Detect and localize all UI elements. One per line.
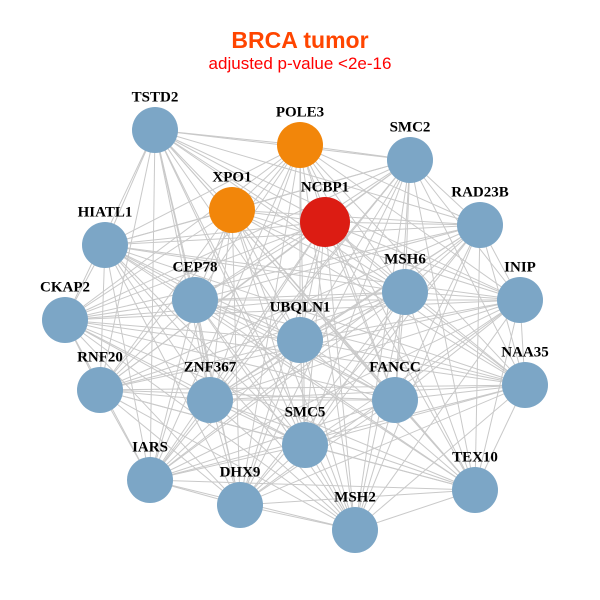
gene-node-fancc[interactable] <box>372 377 418 423</box>
graph-edge <box>240 490 475 505</box>
gene-node-hiatl1[interactable] <box>82 222 128 268</box>
gene-node-rad23b[interactable] <box>457 202 503 248</box>
gene-node-rnf20[interactable] <box>77 367 123 413</box>
network-chart-stage: BRCA tumor adjusted p-value <2e-16 TSTD2… <box>0 0 600 600</box>
gene-node-cep78[interactable] <box>172 277 218 323</box>
gene-node-pole3[interactable] <box>277 122 323 168</box>
gene-node-ckap2[interactable] <box>42 297 88 343</box>
gene-node-tex10[interactable] <box>452 467 498 513</box>
gene-node-ncbp1[interactable] <box>300 197 350 247</box>
gene-node-tstd2[interactable] <box>132 107 178 153</box>
gene-node-xpo1[interactable] <box>209 187 255 233</box>
gene-node-naa35[interactable] <box>502 362 548 408</box>
graph-edge <box>105 245 150 480</box>
gene-node-dhx9[interactable] <box>217 482 263 528</box>
graph-edge <box>100 385 525 390</box>
gene-node-msh2[interactable] <box>332 507 378 553</box>
gene-node-iars[interactable] <box>127 457 173 503</box>
graph-edge <box>150 130 155 480</box>
gene-node-inip[interactable] <box>497 277 543 323</box>
gene-node-msh6[interactable] <box>382 269 428 315</box>
gene-node-smc5[interactable] <box>282 422 328 468</box>
gene-node-ubqln1[interactable] <box>277 317 323 363</box>
gene-node-znf367[interactable] <box>187 377 233 423</box>
gene-node-smc2[interactable] <box>387 137 433 183</box>
